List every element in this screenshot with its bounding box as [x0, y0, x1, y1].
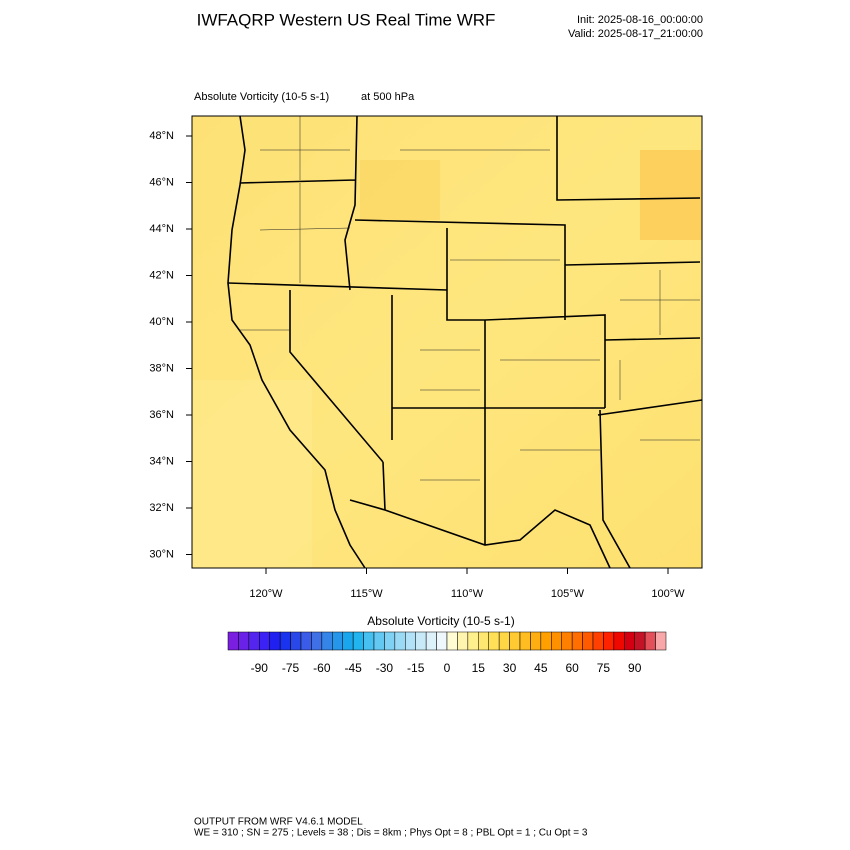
lat-tick-label: 30°N	[149, 548, 174, 560]
field-patch	[640, 150, 702, 240]
colorbar-box	[519, 631, 531, 651]
colorbar-box	[227, 631, 239, 651]
lat-tick-label: 46°N	[149, 176, 174, 188]
colorbar-box	[613, 631, 625, 651]
colorbar-box	[436, 631, 448, 651]
lat-tick-label: 42°N	[149, 269, 174, 281]
colorbar-box	[373, 631, 385, 651]
colorbar-box	[415, 631, 427, 651]
lat-tick-label: 36°N	[149, 409, 174, 421]
field-patch	[360, 160, 440, 220]
init-time: Init: 2025-08-16_00:00:00	[577, 14, 703, 26]
colorbar-tick-label: -90	[251, 661, 269, 675]
colorbar-box	[425, 631, 437, 651]
colorbar-box	[530, 631, 542, 651]
colorbar-box	[551, 631, 562, 651]
colorbar-box	[488, 631, 500, 651]
lat-tick-label: 32°N	[149, 502, 174, 514]
map-frame	[191, 115, 703, 569]
colorbar-tick-label: 0	[444, 661, 451, 675]
colorbar-box	[478, 631, 489, 651]
level-label: at 500 hPa	[361, 91, 415, 103]
colorbar-box	[457, 631, 469, 651]
colorbar-box	[624, 631, 635, 651]
colorbar-box	[342, 631, 354, 651]
colorbar-box	[634, 631, 646, 651]
colorbar-box	[259, 631, 270, 651]
colorbar-box	[509, 631, 521, 651]
colorbar-box	[498, 631, 510, 651]
footer-line: OUTPUT FROM WRF V4.6.1 MODEL	[194, 817, 363, 828]
colorbar-tick-label: 60	[565, 661, 579, 675]
colorbar-tick-label: 15	[472, 661, 486, 675]
lon-tick-label: 120°W	[249, 588, 283, 600]
colorbar-box	[332, 631, 343, 651]
footer-line: WE = 310 ; SN = 275 ; Levels = 38 ; Dis …	[194, 828, 588, 839]
colorbar-title: Absolute Vorticity (10-5 s-1)	[367, 614, 514, 628]
title: IWFAQRP Western US Real Time WRF	[197, 10, 496, 29]
colorbar-box	[279, 631, 291, 651]
colorbar-box	[655, 631, 667, 651]
colorbar-tick-label: 45	[534, 661, 548, 675]
colorbar-box	[363, 631, 375, 651]
colorbar-box	[405, 631, 416, 651]
colorbar-tick-label: -75	[282, 661, 300, 675]
lat-tick-label: 48°N	[149, 130, 174, 142]
lon-tick-label: 110°W	[451, 588, 484, 600]
colorbar-box	[352, 631, 364, 651]
colorbar-box	[592, 631, 604, 651]
field-patch	[192, 380, 312, 568]
colorbar-tick-label: 90	[628, 661, 642, 675]
county-lines	[240, 116, 700, 481]
colorbar-box	[644, 631, 656, 651]
field-label: Absolute Vorticity (10-5 s-1)	[194, 91, 329, 103]
colorbar-tick-label: -45	[344, 661, 362, 675]
colorbar-box	[300, 631, 312, 651]
lat-tick-label: 34°N	[149, 455, 174, 467]
colorbar-box	[311, 631, 323, 651]
colorbar-box	[561, 631, 573, 651]
colorbar-box	[467, 631, 479, 651]
lat-tick-label: 44°N	[149, 223, 174, 235]
colorbar-box	[540, 631, 552, 651]
colorbar-box	[571, 631, 583, 651]
colorbar-box	[321, 631, 333, 651]
map	[191, 115, 703, 569]
valid-time: Valid: 2025-08-17_21:00:00	[568, 28, 703, 40]
colorbar-box	[248, 631, 260, 651]
lat-tick-label: 38°N	[149, 362, 174, 374]
lon-tick-label: 100°W	[651, 588, 685, 600]
colorbar-box	[394, 631, 406, 651]
colorbar-box	[603, 631, 615, 651]
colorbar-tick-label: -30	[376, 661, 394, 675]
colorbar-tick-label: 30	[503, 661, 517, 675]
state-border	[227, 115, 703, 569]
lat-tick-label: 40°N	[149, 316, 174, 328]
coastline	[227, 115, 366, 569]
colorbar-box	[290, 631, 302, 651]
colorbar-box	[384, 631, 396, 651]
colorbar-box	[269, 631, 281, 651]
colorbar-box	[238, 631, 250, 651]
colorbar-box	[582, 631, 594, 651]
colorbar-tick-label: -60	[313, 661, 331, 675]
colorbar-box	[446, 631, 458, 651]
colorbar-tick-label: -15	[407, 661, 425, 675]
lon-tick-label: 115°W	[350, 588, 383, 600]
lon-tick-label: 105°W	[551, 588, 585, 600]
colorbar-tick-label: 75	[597, 661, 611, 675]
